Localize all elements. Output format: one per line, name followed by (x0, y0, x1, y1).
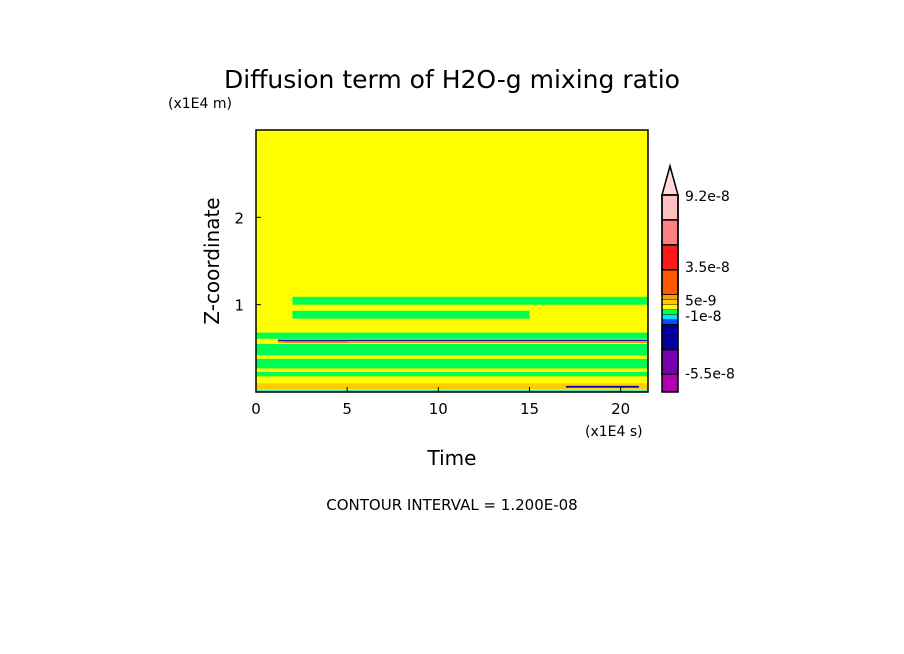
contour-region (277, 340, 648, 341)
contour-region (256, 332, 648, 339)
colorbar-label: 3.5e-8 (685, 260, 730, 276)
contour-region (277, 341, 648, 343)
contour-region (256, 371, 648, 377)
y-axis: 12 (234, 209, 261, 315)
colorbar-swatch (661, 323, 679, 351)
colorbar-label: -1e-8 (685, 309, 722, 325)
contour-region (292, 310, 530, 319)
contour-region (565, 385, 639, 388)
plot-frame (255, 129, 649, 393)
y-tick-label: 2 (234, 209, 244, 227)
x-tick-label: 0 (251, 400, 261, 418)
colorbar-swatch (661, 304, 679, 310)
colorbar-swatch (661, 269, 679, 296)
x-tick-label: 15 (520, 400, 539, 418)
contour-region (256, 383, 648, 390)
colorbar-label: 5e-9 (685, 293, 716, 309)
colorbar-swatch (661, 294, 679, 300)
colorbar-swatch (661, 309, 679, 315)
contour-region (283, 341, 348, 343)
y-tick-label: 1 (234, 297, 244, 315)
colorbar-label: -5.5e-8 (685, 366, 735, 382)
y-axis-label: Z-coordinate (200, 197, 224, 324)
colorbar-arrow (661, 163, 679, 196)
colorbar-swatch (661, 244, 679, 271)
x-axis: 0 5 10 15 20 (251, 387, 630, 418)
colorbar-frame (661, 194, 679, 393)
contour-region (277, 338, 648, 341)
y-unit-label: (x1E4 m) (168, 96, 232, 112)
x-tick-label: 20 (611, 400, 630, 418)
x-tick-label: 5 (342, 400, 352, 418)
colorbar-swatch (661, 219, 679, 246)
colorbar-swatch (661, 299, 679, 305)
plot-area (256, 130, 648, 392)
contour-region (256, 390, 648, 392)
contour-interval-footer: CONTOUR INTERVAL = 1.200E-08 (326, 496, 577, 514)
colorbar-label: 9.2e-8 (685, 189, 730, 205)
contour-region (256, 358, 648, 369)
colorbar-swatch (661, 348, 679, 376)
colorbar-swatch (661, 194, 679, 221)
chart-title: Diffusion term of H2O-g mixing ratio (224, 65, 680, 94)
x-axis-label: Time (427, 446, 477, 470)
colorbar-swatch (661, 374, 679, 393)
colorbar: 9.2e-8 3.5e-8 5e-9-1e-8 -5.5e-8 (661, 163, 735, 393)
colorbar-swatch (661, 314, 679, 320)
x-unit-label: (x1E4 s) (585, 424, 643, 440)
x-tick-label: 10 (429, 400, 448, 418)
contour-region (292, 296, 648, 305)
contour-region (256, 343, 648, 356)
